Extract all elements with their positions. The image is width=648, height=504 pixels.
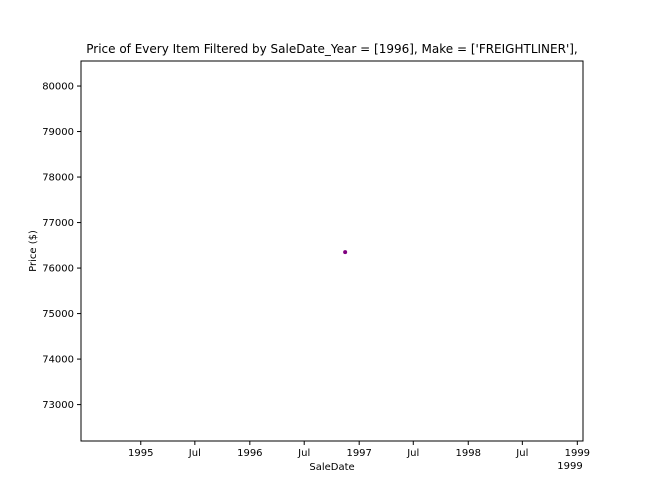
y-tick-label: 75000 xyxy=(42,309,74,320)
x-tick-label: Jul xyxy=(406,448,419,459)
x-axis-label: SaleDate xyxy=(309,462,354,473)
data-points xyxy=(343,250,348,255)
y-tick-label: 73000 xyxy=(42,400,74,411)
y-axis-label: Price ($) xyxy=(28,230,39,272)
x-tick-label: Jul xyxy=(188,448,201,459)
x-tick-label: Jul xyxy=(297,448,310,459)
y-tick-label: 77000 xyxy=(42,218,74,229)
y-tick-label: 80000 xyxy=(42,82,74,93)
x-tick-label: 1997 xyxy=(346,448,371,459)
x-tick-label: 1995 xyxy=(128,448,153,459)
x-tick-label: 1996 xyxy=(237,448,262,459)
x-tick-label: 1998 xyxy=(456,448,481,459)
x-tick-label: Jul xyxy=(515,448,528,459)
x-tick-label: 1999 xyxy=(565,448,590,459)
y-tick-label: 74000 xyxy=(42,355,74,366)
y-axis: 73000 74000 75000 76000 77000 78000 79000 80000 xyxy=(42,82,81,411)
y-tick-label: 76000 xyxy=(42,264,74,275)
data-point xyxy=(343,250,348,255)
plot-area-frame xyxy=(80,60,584,442)
x-axis: 1995 Jul 1996 Jul 1997 Jul 1998 Jul 1999 xyxy=(128,441,590,459)
chart-title: Price of Every Item Filtered by SaleDate… xyxy=(86,42,578,56)
y-tick-label: 78000 xyxy=(42,173,74,184)
y-tick-label: 79000 xyxy=(42,127,74,138)
x-offset-label: 1999 xyxy=(557,461,582,472)
